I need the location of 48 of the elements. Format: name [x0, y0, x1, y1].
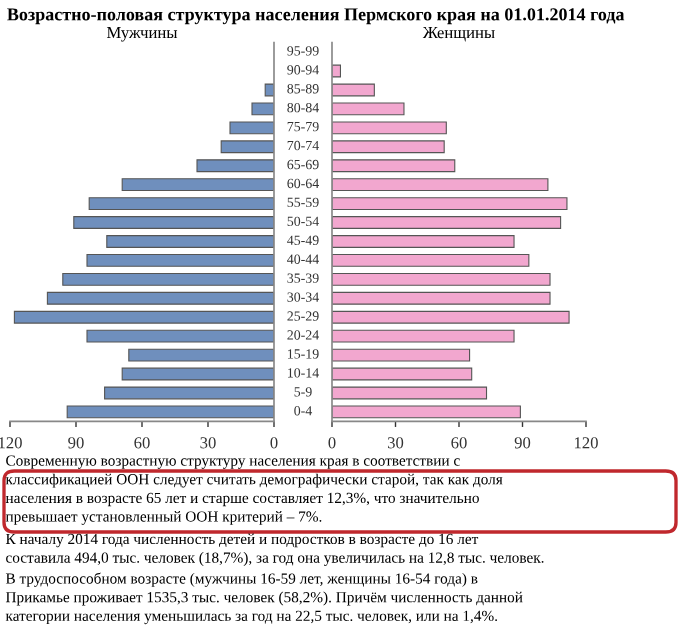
bar: [332, 386, 488, 400]
x-tick-label: 60: [134, 437, 150, 449]
x-tick-label: 30: [387, 437, 404, 449]
x-tick-label: 0: [328, 437, 336, 449]
bar: [66, 405, 274, 419]
bar: [106, 235, 274, 248]
bar: [46, 291, 274, 305]
bar: [332, 367, 473, 381]
x-tick-label: 120: [574, 437, 598, 449]
x-tick-label: 90: [68, 437, 84, 449]
bar: [86, 329, 274, 343]
bar: [332, 121, 447, 135]
text: Женщины: [422, 27, 495, 42]
bar: [332, 178, 549, 192]
bar: [121, 178, 274, 192]
bar: [332, 329, 515, 343]
bar: [220, 140, 274, 154]
x-tick-label: 90: [514, 437, 531, 449]
bar: [332, 235, 515, 248]
x-tick-label: 30: [200, 437, 216, 449]
bar: [128, 348, 274, 362]
text: Мужчины: [106, 27, 178, 42]
bar: [332, 83, 375, 97]
bar: [332, 102, 405, 116]
bar: [332, 197, 568, 211]
text: Возрастно-половая структура населения Пермского края на 01.01.2014 года: [7, 8, 625, 25]
bar: [332, 159, 456, 173]
bar: [13, 310, 274, 324]
bar: [196, 159, 274, 173]
bar: [73, 216, 274, 229]
bar: [332, 310, 570, 324]
bar: [104, 386, 274, 400]
bar: [332, 272, 551, 286]
bar: [332, 348, 471, 362]
bar: [88, 197, 274, 211]
bar: [86, 253, 274, 267]
bar: [332, 140, 445, 154]
bar: [332, 405, 521, 419]
bar: [229, 121, 274, 135]
bar: [332, 64, 342, 78]
bar: [332, 253, 530, 267]
bar: [251, 102, 274, 116]
bar: [332, 291, 551, 305]
bar: [332, 216, 562, 229]
bar: [62, 272, 274, 286]
x-tick-label: 60: [451, 437, 467, 449]
bar: [121, 367, 274, 381]
x-tick-label: 0: [270, 437, 278, 449]
